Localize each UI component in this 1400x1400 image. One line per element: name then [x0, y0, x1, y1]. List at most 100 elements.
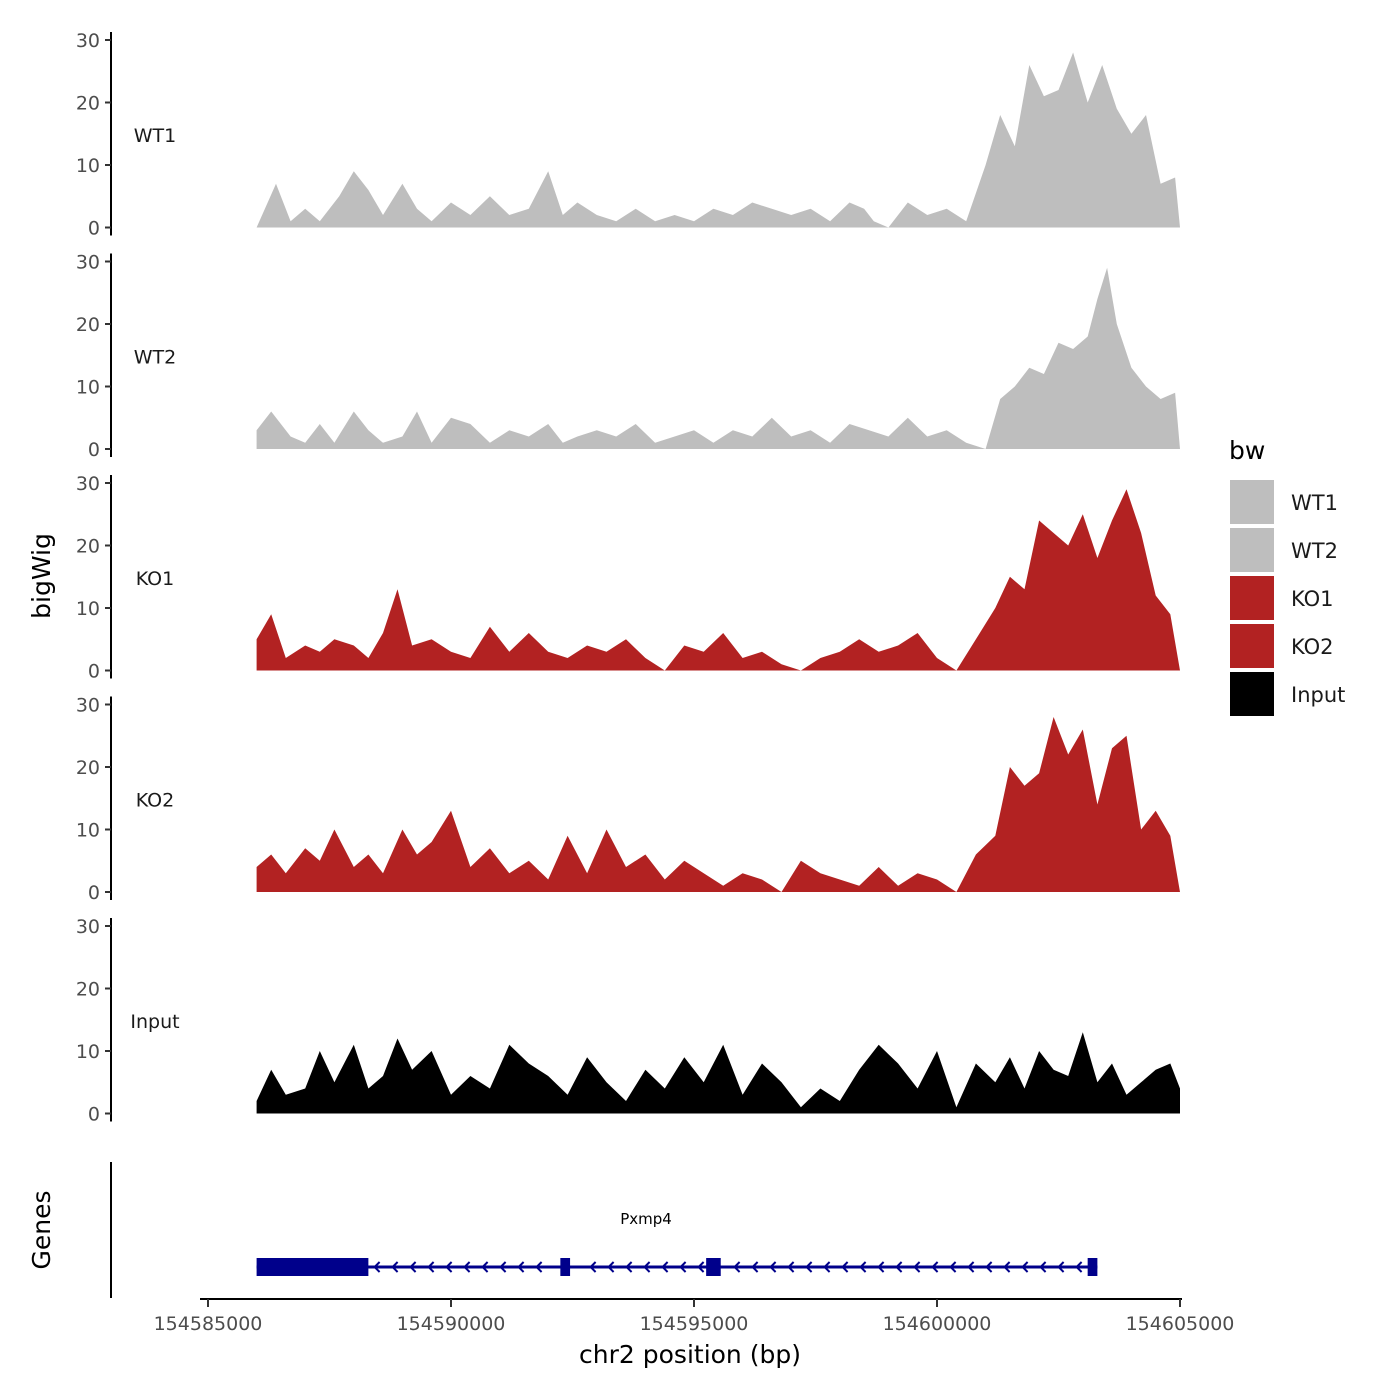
strand-arrow — [373, 1261, 381, 1273]
y-tick-label-ko2-10: 10 — [76, 820, 100, 842]
strand-arrow — [589, 1261, 597, 1273]
track-label-wt2: WT2 — [134, 347, 176, 369]
strand-arrow — [463, 1261, 471, 1273]
x-axis-ticks: 154585000 154590000 154595000 154600000 1546… — [154, 1299, 1235, 1335]
legend: bw WT1 WT2 KO1 KO2 Input — [1229, 436, 1345, 716]
strand-arrow — [931, 1261, 939, 1273]
y-tick-label-ko2-30: 30 — [76, 695, 100, 717]
strand-arrow — [697, 1261, 705, 1273]
strand-arrow — [643, 1261, 651, 1273]
track-label-wt1: WT1 — [134, 125, 176, 147]
gene-label: Pxmp4 — [620, 1210, 672, 1228]
y-tick-label-wt1-0: 0 — [88, 218, 100, 240]
gene-exon-2 — [560, 1258, 571, 1276]
y-tick-label-wt1-10: 10 — [76, 155, 100, 177]
strand-arrow — [445, 1261, 453, 1273]
gene-exon-3 — [706, 1258, 721, 1276]
strand-arrow — [805, 1261, 813, 1273]
x-tick-label-154585000: 154585000 — [154, 1313, 263, 1335]
legend-label-ko2: KO2 — [1291, 635, 1334, 659]
signal-area-wt1 — [256, 52, 1181, 228]
y-tick-label-wt2-20: 20 — [76, 314, 100, 336]
track-panel-input: 0 10 20 30 Input — [76, 916, 1181, 1126]
y-tick-label-ko1-20: 20 — [76, 536, 100, 558]
strand-arrow — [391, 1261, 399, 1273]
track-panel-ko2: 0 10 20 30 KO2 — [76, 695, 1181, 904]
strand-arrow — [823, 1261, 831, 1273]
strand-arrow — [913, 1261, 921, 1273]
legend-key-ko1 — [1230, 576, 1274, 620]
gene-track-panel: Genes Pxmp4 — [27, 1162, 1098, 1298]
strand-arrow — [679, 1261, 687, 1273]
signal-area-ko2 — [256, 717, 1181, 892]
strand-arrow — [607, 1261, 615, 1273]
legend-label-input: Input — [1291, 683, 1345, 707]
strand-arrow — [787, 1261, 795, 1273]
y-tick-label-input-30: 30 — [76, 916, 100, 938]
track-label-ko1: KO1 — [136, 568, 174, 590]
strand-arrow — [1075, 1261, 1083, 1273]
legend-key-wt2 — [1230, 528, 1274, 572]
track-panel-wt1: 0 10 20 30 WT1 — [76, 30, 1181, 240]
strand-arrow — [409, 1261, 417, 1273]
genes-axis-title: Genes — [27, 1190, 56, 1269]
legend-key-ko2 — [1230, 624, 1274, 668]
strand-arrow — [1057, 1261, 1065, 1273]
y-tick-label-input-0: 0 — [88, 1104, 100, 1126]
legend-key-input — [1230, 672, 1274, 716]
strand-arrow — [427, 1261, 435, 1273]
strand-arrow — [841, 1261, 849, 1273]
strand-arrow — [1021, 1261, 1029, 1273]
strand-arrow — [895, 1261, 903, 1273]
track-panel-wt2: 0 10 20 30 WT2 — [76, 252, 1181, 461]
strand-arrow — [967, 1261, 975, 1273]
strand-arrow — [499, 1261, 507, 1273]
signal-area-input — [256, 1032, 1181, 1114]
strand-arrow — [985, 1261, 993, 1273]
y-tick-label-ko1-30: 30 — [76, 473, 100, 495]
strand-arrow — [733, 1261, 741, 1273]
strand-arrow — [535, 1261, 543, 1273]
x-tick-label-154605000: 154605000 — [1126, 1313, 1235, 1335]
legend-entries: WT1 WT2 KO1 KO2 Input — [1230, 480, 1345, 716]
gene-exon-1 — [256, 1258, 369, 1276]
strand-arrow — [859, 1261, 867, 1273]
strand-arrow — [751, 1261, 759, 1273]
legend-label-wt1: WT1 — [1291, 491, 1338, 515]
x-axis: 154585000 154590000 154595000 154600000 1546… — [154, 1298, 1235, 1369]
track-label-input: Input — [130, 1011, 179, 1033]
y-tick-label-ko1-0: 0 — [88, 661, 100, 683]
x-tick-label-154595000: 154595000 — [640, 1313, 749, 1335]
y-tick-label-wt1-30: 30 — [76, 30, 100, 52]
track-label-ko2: KO2 — [136, 790, 174, 812]
legend-label-ko1: KO1 — [1291, 587, 1334, 611]
strand-arrow — [1039, 1261, 1047, 1273]
y-tick-label-wt2-30: 30 — [76, 252, 100, 274]
y-tick-label-ko2-20: 20 — [76, 757, 100, 779]
y-tick-label-input-10: 10 — [76, 1041, 100, 1063]
strand-arrow — [517, 1261, 525, 1273]
x-tick-label-154600000: 154600000 — [883, 1313, 992, 1335]
y-tick-label-wt1-20: 20 — [76, 93, 100, 115]
strand-arrow — [769, 1261, 777, 1273]
legend-key-wt1 — [1230, 480, 1274, 524]
strand-arrow — [1003, 1261, 1011, 1273]
gene-exon-4 — [1087, 1258, 1098, 1276]
y-tick-label-ko1-10: 10 — [76, 598, 100, 620]
y-axis-title: bigWig — [27, 533, 56, 619]
strand-arrow — [625, 1261, 633, 1273]
strand-arrow — [949, 1261, 957, 1273]
y-tick-label-wt2-0: 0 — [88, 439, 100, 461]
track-panels: 0 10 20 30 WT1 0 10 20 30 WT2 0 10 20 30 KO1 0 10 20 30 KO2… — [76, 30, 1181, 1126]
gene-model-pxmp4 — [256, 1258, 1098, 1276]
signal-area-wt2 — [256, 267, 1181, 449]
y-tick-label-ko2-0: 0 — [88, 882, 100, 904]
y-tick-label-input-20: 20 — [76, 979, 100, 1001]
signal-area-ko1 — [256, 489, 1181, 671]
legend-label-wt2: WT2 — [1291, 539, 1338, 563]
track-panel-ko1: 0 10 20 30 KO1 — [76, 473, 1181, 683]
strand-arrow — [877, 1261, 885, 1273]
legend-title: bw — [1229, 436, 1265, 465]
strand-arrow — [481, 1261, 489, 1273]
